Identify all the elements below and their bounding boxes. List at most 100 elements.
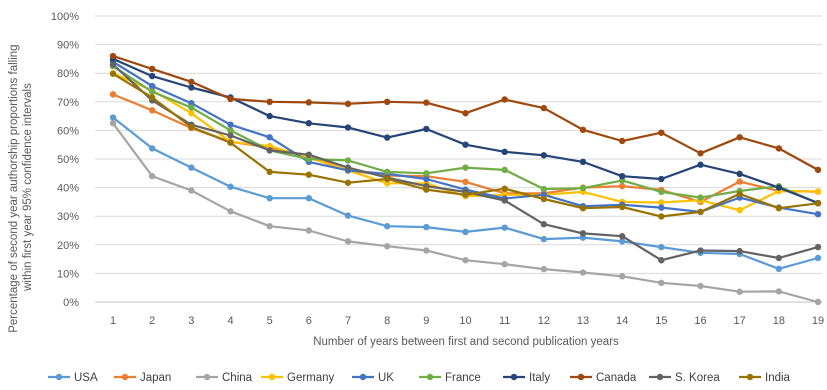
data-point [736, 288, 743, 295]
legend-item: China [196, 372, 253, 384]
data-point [501, 261, 508, 268]
data-point [109, 114, 117, 121]
series-line [112, 122, 819, 304]
data-point [658, 257, 665, 264]
data-point [658, 204, 665, 211]
data-point [540, 195, 548, 203]
series-markers [109, 120, 822, 306]
y-tick-label: 80% [57, 68, 79, 80]
data-point [188, 110, 195, 117]
data-point [188, 104, 195, 111]
legend-item: S. Korea [649, 372, 720, 384]
data-point [658, 188, 665, 196]
x-tick-label: 3 [188, 315, 194, 327]
x-tick-label: 18 [773, 315, 785, 327]
data-point [775, 265, 783, 273]
data-point [266, 134, 273, 141]
data-point [109, 61, 117, 68]
data-point [618, 137, 626, 145]
data-point [697, 208, 704, 216]
data-point [383, 168, 391, 176]
data-point [227, 95, 234, 103]
data-point [148, 94, 156, 101]
data-point [188, 78, 195, 85]
x-tick-label: 7 [345, 315, 351, 327]
data-point [540, 104, 548, 112]
data-point [697, 161, 704, 168]
data-point [579, 158, 587, 166]
data-point [658, 199, 665, 206]
legend-swatch-marker [55, 373, 63, 381]
legend-item: UK [352, 372, 394, 384]
data-point [814, 210, 822, 218]
data-point [462, 178, 469, 186]
y-tick-label: 90% [57, 40, 79, 52]
legend-item: Canada [570, 372, 637, 384]
y-tick-label: 100% [51, 11, 79, 23]
data-point [814, 243, 822, 251]
data-point [736, 247, 743, 255]
data-point [148, 72, 156, 80]
data-point [423, 223, 430, 231]
data-point [423, 99, 430, 106]
data-point [383, 134, 391, 141]
data-point [618, 172, 626, 180]
data-point [109, 52, 117, 60]
data-point [188, 164, 195, 171]
legend-item: USA [48, 372, 98, 384]
legend-item: Italy [503, 372, 550, 384]
data-point [618, 233, 626, 240]
x-tick-label: 1 [110, 315, 116, 327]
data-point [775, 145, 783, 152]
data-point [658, 243, 665, 251]
data-point [775, 204, 783, 212]
data-point [775, 184, 783, 191]
data-point [305, 151, 313, 158]
legend-label: India [765, 372, 791, 384]
data-point [148, 145, 156, 152]
data-point [423, 175, 430, 183]
y-axis-title-line-2: within first year 95% confidence interva… [22, 83, 34, 292]
data-point [148, 88, 156, 95]
data-point [423, 247, 430, 254]
data-point [462, 228, 469, 236]
data-point [501, 166, 508, 174]
x-tick-label: 6 [306, 315, 312, 327]
data-point [148, 82, 156, 90]
legend-swatch-marker [577, 373, 585, 381]
data-point [462, 141, 469, 148]
data-point [540, 152, 548, 159]
data-point [227, 208, 234, 215]
data-point [148, 65, 156, 73]
data-point [383, 175, 391, 183]
legend-label: Italy [529, 372, 550, 384]
y-tick-label: 10% [57, 268, 79, 280]
data-point [658, 279, 665, 287]
data-point [423, 170, 430, 177]
data-point [814, 254, 822, 262]
legend-label: China [222, 372, 253, 384]
data-point [540, 265, 548, 273]
x-tick-label: 2 [149, 315, 155, 327]
data-point [658, 213, 665, 220]
x-tick-label: 15 [655, 315, 667, 327]
y-axis-title: Percentage of second year authorship pro… [8, 41, 34, 333]
data-point [383, 243, 391, 250]
data-point [227, 127, 234, 134]
y-tick-label: 70% [57, 97, 79, 109]
data-point [775, 254, 783, 262]
x-tick-label: 4 [227, 315, 233, 327]
x-tick-label: 19 [812, 315, 824, 327]
x-tick-label: 16 [694, 315, 706, 327]
data-point [736, 190, 743, 198]
data-point [814, 298, 822, 306]
data-point [383, 98, 391, 106]
series-markers [109, 70, 822, 220]
data-point [266, 112, 273, 120]
data-point [227, 132, 234, 139]
x-axis-ticks: 1 2 3 4 5 6 7 8 9 10 11 12 13 14 15 16 17 18 19 [110, 315, 824, 327]
data-point [148, 107, 156, 114]
y-tick-label: 0% [63, 297, 79, 309]
data-point [462, 110, 469, 117]
